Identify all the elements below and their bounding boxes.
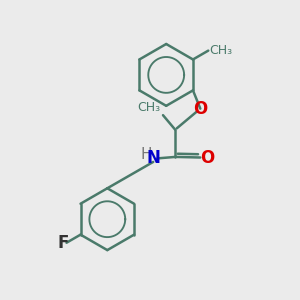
Text: CH₃: CH₃ (210, 44, 233, 57)
Text: N: N (146, 149, 160, 167)
Text: H: H (140, 147, 152, 162)
Text: CH₃: CH₃ (137, 101, 160, 114)
Text: O: O (200, 148, 214, 166)
Text: O: O (193, 100, 208, 118)
Text: F: F (57, 234, 69, 252)
